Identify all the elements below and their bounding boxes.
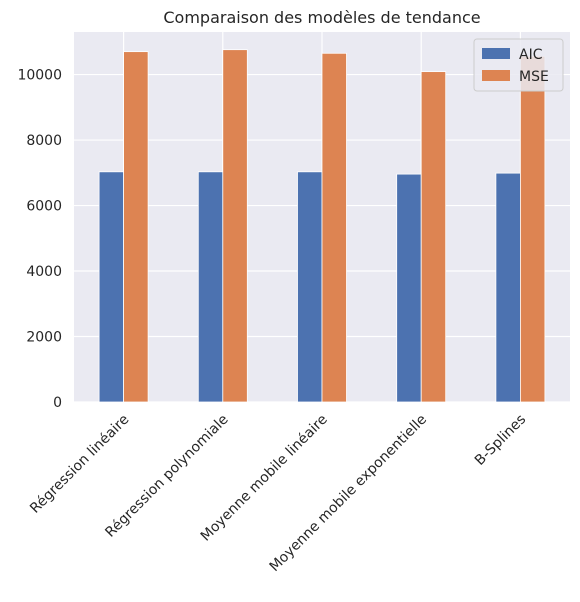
bar-aic-2 bbox=[297, 171, 323, 403]
y-tick-label: 0 bbox=[53, 395, 62, 411]
bar-mse-0 bbox=[123, 51, 149, 403]
y-tick-label: 4000 bbox=[26, 264, 62, 280]
y-tick-label: 2000 bbox=[26, 330, 62, 346]
x-tick-label: Régression linéaire bbox=[27, 412, 132, 517]
bar-mse-1 bbox=[222, 49, 248, 403]
y-tick-labels: 0 2000 4000 6000 8000 10000 bbox=[17, 68, 62, 411]
legend-items: AIC MSE bbox=[482, 47, 549, 85]
y-tick-label: 6000 bbox=[26, 199, 62, 215]
legend-label-mse: MSE bbox=[519, 69, 549, 85]
bar-mse-2 bbox=[321, 52, 347, 403]
bar-aic-0 bbox=[98, 171, 124, 403]
chart-title: Comparaison des modèles de tendance bbox=[163, 8, 480, 27]
legend: AIC MSE bbox=[473, 38, 564, 92]
bar-aic-1 bbox=[197, 171, 224, 403]
legend-swatch-mse bbox=[482, 70, 510, 81]
x-tick-label: Moyenne mobile exponentielle bbox=[267, 412, 430, 575]
bar-aic-4 bbox=[495, 172, 521, 403]
legend-label-aic: AIC bbox=[519, 47, 543, 63]
bar-mse-4 bbox=[520, 55, 546, 403]
y-tick-label: 8000 bbox=[26, 133, 62, 149]
legend-swatch-aic bbox=[482, 48, 510, 59]
bar-aic-3 bbox=[396, 173, 422, 403]
bar-mse-3 bbox=[420, 71, 447, 403]
x-tick-label: B-Splines bbox=[472, 412, 529, 469]
y-tick-label: 10000 bbox=[17, 68, 62, 84]
bars bbox=[98, 49, 546, 403]
